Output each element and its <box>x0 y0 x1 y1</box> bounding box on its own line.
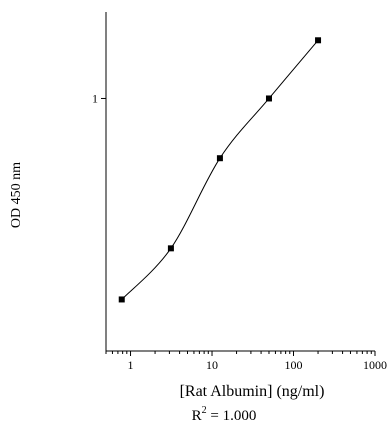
x-axis-label: [Rat Albumin] (ng/ml) <box>180 383 325 400</box>
x-tick-label: 100 <box>285 358 303 372</box>
data-point <box>315 37 322 44</box>
data-point <box>118 296 125 303</box>
axes: 1 10 100 1000 1 <box>92 12 387 372</box>
r-squared-annotation: R2 = 1.000 <box>192 405 257 424</box>
x-tick-label: 1000 <box>363 358 387 372</box>
r-squared-value: = 1.000 <box>207 408 257 424</box>
y-axis-label: OD 450 nm <box>9 162 24 228</box>
r-squared-prefix: R <box>192 408 202 424</box>
data-point <box>167 245 174 252</box>
x-tick-label: 10 <box>206 358 218 372</box>
x-tick-label: 1 <box>128 358 134 372</box>
series-layer <box>118 37 322 303</box>
r-squared-superscript: 2 <box>202 405 207 416</box>
fit-curve <box>121 39 319 300</box>
y-tick-label: 1 <box>92 91 98 105</box>
data-point <box>265 95 272 102</box>
data-point <box>216 155 223 162</box>
